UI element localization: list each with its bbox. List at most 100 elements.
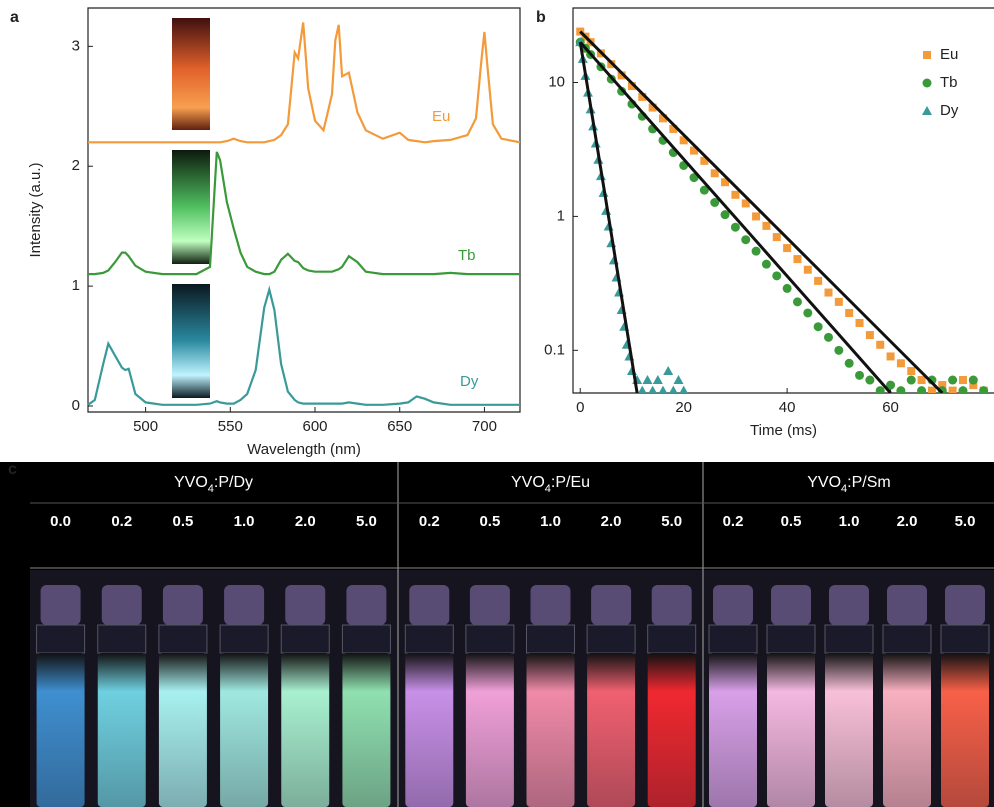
marker-square [896,359,905,368]
marker-square [969,381,978,390]
concentration: 0.2 [419,513,440,530]
marker-triangle [638,385,647,393]
vial-cap [101,585,142,625]
marker-triangle [669,385,678,393]
vial-body [883,653,931,807]
marker-triangle [658,385,668,393]
marker-square [617,71,626,80]
marker-circle [886,380,896,390]
x-tick-label: 550 [218,418,243,435]
vial-body [709,653,757,807]
vial-cap [651,585,692,625]
marker-square [793,255,802,264]
vial-body [281,653,330,807]
group-title-part: 4 [545,483,551,495]
marker-square [927,386,936,393]
fit-line [579,41,892,393]
vial-cap [713,585,753,625]
y-tick-label: 1 [557,207,565,224]
concentration: 0.2 [111,513,132,530]
group-title-part: :P/Eu [551,474,590,491]
marker-square [938,381,947,390]
vial-neck [97,624,147,654]
cuvette-photo [172,150,210,264]
panel-label: a [10,9,19,26]
marker-circle [699,185,709,195]
concentration: 0.5 [172,513,193,530]
marker-circle [917,386,927,393]
y-axis-label: Intensity (a.u.) [27,162,44,257]
vial-cap [409,585,450,625]
vial-cap [40,585,81,625]
x-tick-label: 60 [882,399,899,416]
vial-body [342,653,391,807]
concentration: 1.0 [540,513,561,530]
x-axis-label: Wavelength (nm) [247,441,361,458]
plot-area [575,27,989,393]
marker-circle [948,375,958,385]
marker-circle [751,246,761,256]
vial-neck [708,624,758,654]
legend-label: Eu [940,46,958,63]
marker-square [741,199,750,208]
concentration: 0.0 [50,513,71,530]
vial-body [526,653,575,807]
vial-neck [586,624,636,654]
y-tick-label: 0.1 [544,341,565,358]
axis-frame [87,7,521,413]
marker-square [710,169,719,178]
marker-triangle [642,375,653,385]
marker-square [700,156,709,165]
vial-cap [945,585,985,625]
marker-square [690,146,699,155]
marker-circle [741,235,751,245]
vial-neck [341,624,391,654]
concentration: 0.5 [781,513,802,530]
marker-circle [710,198,720,208]
marker-circle [855,370,865,380]
marker-circle [792,297,802,307]
vial-body [158,653,207,807]
marker-circle [979,386,989,393]
cuvette-photo [172,18,210,130]
legend-label: Tb [940,74,958,91]
concentration: 2.0 [295,513,316,530]
marker-circle [761,259,771,269]
marker-circle [772,271,782,281]
marker-square [824,288,833,297]
marker-triangle [673,375,684,385]
series-label: Eu [432,108,450,125]
x-tick-label: 500 [133,418,158,435]
marker-square [876,340,885,349]
vial-body [825,653,873,807]
vial-cap [469,585,510,625]
x-axis-label: Time (ms) [750,422,817,439]
marker-square [772,233,781,242]
group-title-part: 4 [208,483,214,495]
spectrum-line [87,285,520,406]
marker-square [627,82,636,91]
marker-circle [968,375,978,385]
concentration: 1.0 [234,513,255,530]
marker-triangle [679,385,688,393]
vial-cap [530,585,571,625]
concentration: 0.2 [723,513,744,530]
concentration: 5.0 [356,513,377,530]
marker-square [917,376,926,385]
legend-label: Dy [940,102,959,119]
vial-cap [771,585,811,625]
marker-circle [823,332,833,342]
marker-circle [865,375,875,385]
vial-body [647,653,696,807]
marker-square [762,221,771,230]
marker-square [721,178,730,187]
vial-body [767,653,815,807]
marker-circle [834,345,844,355]
vial-cap [591,585,632,625]
marker-square [923,51,931,59]
marker-square [679,136,688,145]
marker-square [907,367,916,376]
vial-body [405,653,454,807]
marker-square [803,265,812,274]
